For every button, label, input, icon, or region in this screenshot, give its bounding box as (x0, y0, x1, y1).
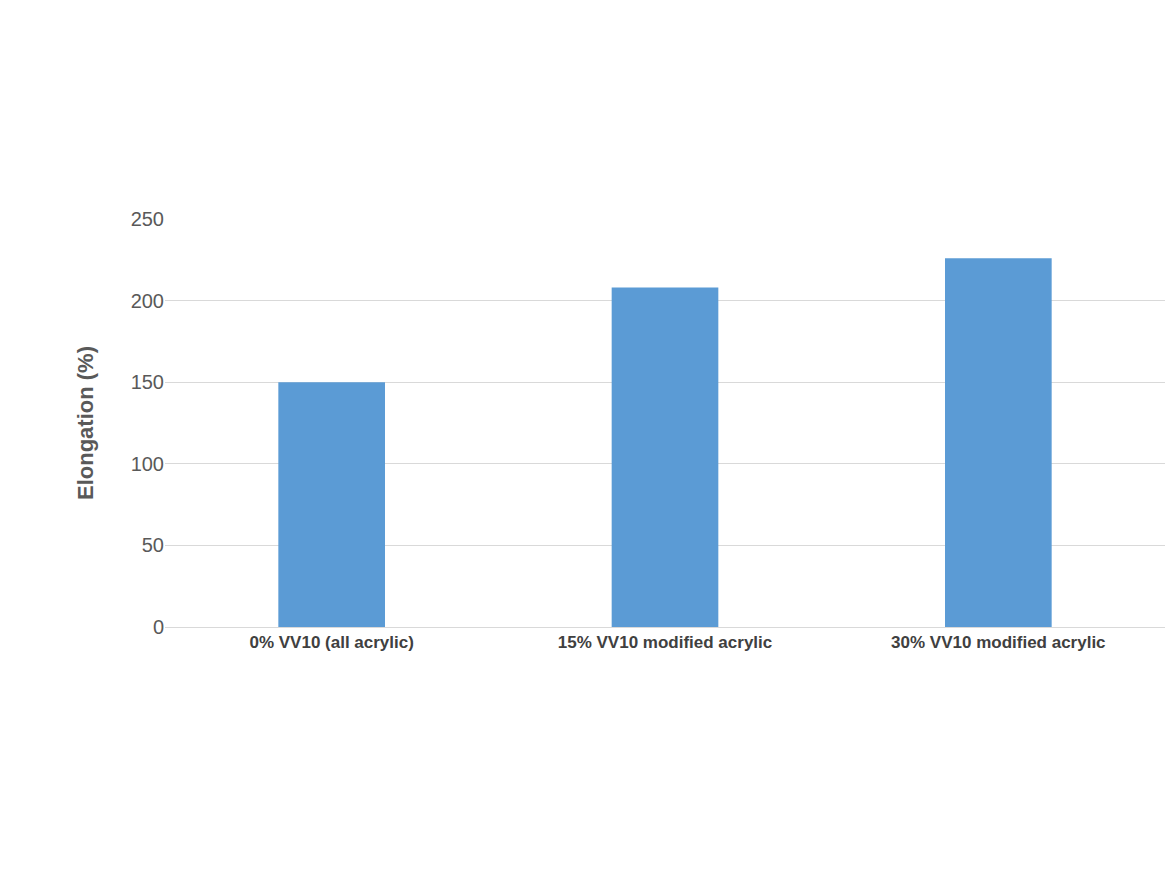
svg-text:250: 250 (131, 208, 164, 230)
svg-text:Elongation (%): Elongation (%) (73, 346, 98, 500)
svg-text:15% VV10 modified acrylic: 15% VV10 modified acrylic (558, 633, 773, 652)
svg-text:150: 150 (131, 371, 164, 393)
svg-text:200: 200 (131, 290, 164, 312)
svg-text:100: 100 (131, 453, 164, 475)
svg-text:0: 0 (153, 616, 164, 638)
svg-text:50: 50 (142, 534, 164, 556)
svg-text:30% VV10 modified acrylic: 30% VV10 modified acrylic (891, 633, 1106, 652)
svg-text:0% VV10 (all acrylic): 0% VV10 (all acrylic) (249, 633, 413, 652)
